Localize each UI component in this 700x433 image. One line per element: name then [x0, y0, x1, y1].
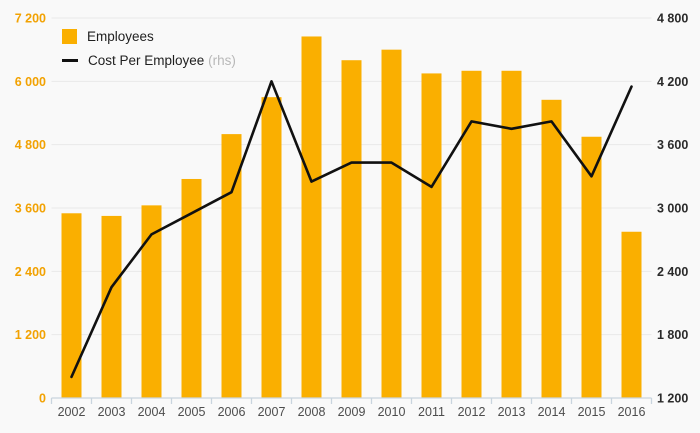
bar-2015 [581, 136, 602, 398]
right-axis-tick-label: 1 200 [657, 392, 688, 406]
right-axis-tick-label: 4 800 [657, 12, 688, 26]
bar-2005 [181, 178, 202, 398]
right-axis-tick-label: 3 000 [657, 202, 688, 216]
bar-2013 [501, 70, 522, 399]
right-axis-tick-label: 1 800 [657, 328, 688, 342]
legend-item-cost-per-employee[interactable]: Cost Per Employee (rhs) [62, 52, 236, 69]
left-axis-tick-label: 7 200 [15, 12, 46, 26]
left-axis-tick-label: 4 800 [15, 138, 46, 152]
legend-item-employees[interactable]: Employees [62, 28, 236, 45]
bar-2011 [421, 73, 442, 399]
left-axis-tick-label: 6 000 [15, 75, 46, 89]
x-axis-year-label: 2012 [458, 405, 486, 419]
right-axis-tick-label: 2 400 [657, 265, 688, 279]
x-axis-year-label: 2003 [98, 405, 126, 419]
right-axis-tick-label: 3 600 [657, 138, 688, 152]
cost-line-swatch-icon [62, 59, 78, 62]
right-axis-tick-label: 4 200 [657, 75, 688, 89]
x-axis-year-label: 2010 [378, 405, 406, 419]
x-axis-year-label: 2006 [218, 405, 246, 419]
bar-2006 [221, 134, 242, 398]
left-axis-tick-label: 3 600 [15, 202, 46, 216]
left-axis-tick-label: 1 200 [15, 328, 46, 342]
bar-2014 [541, 99, 562, 399]
bar-2002 [61, 213, 82, 398]
x-axis-year-label: 2014 [538, 405, 566, 419]
left-axis-tick-label: 0 [39, 392, 46, 406]
legend-cost-label: Cost Per Employee (rhs) [88, 53, 236, 68]
x-axis-year-label: 2009 [338, 405, 366, 419]
bar-2010 [381, 49, 402, 399]
employees-swatch-icon [62, 29, 77, 44]
bar-2004 [141, 205, 162, 398]
bar-2016 [621, 231, 642, 398]
legend-employees-label: Employees [87, 29, 154, 44]
x-axis-year-label: 2004 [138, 405, 166, 419]
x-axis-year-label: 2013 [498, 405, 526, 419]
x-axis-year-label: 2016 [618, 405, 646, 419]
x-axis-year-label: 2002 [58, 405, 86, 419]
x-axis-year-label: 2008 [298, 405, 326, 419]
rhs-suffix: (rhs) [208, 53, 236, 68]
left-axis-tick-label: 2 400 [15, 265, 46, 279]
x-axis-year-label: 2005 [178, 405, 206, 419]
bar-2008 [301, 36, 322, 398]
x-axis-year-label: 2007 [258, 405, 286, 419]
x-axis-year-label: 2011 [418, 405, 445, 419]
chart-legend: Employees Cost Per Employee (rhs) [62, 28, 236, 69]
cost-per-employee-line [70, 80, 633, 379]
bar-2009 [341, 60, 362, 398]
bar-2003 [101, 215, 122, 398]
x-axis-year-label: 2015 [578, 405, 606, 419]
bar-2007 [261, 97, 282, 399]
bar-2012 [461, 70, 482, 399]
